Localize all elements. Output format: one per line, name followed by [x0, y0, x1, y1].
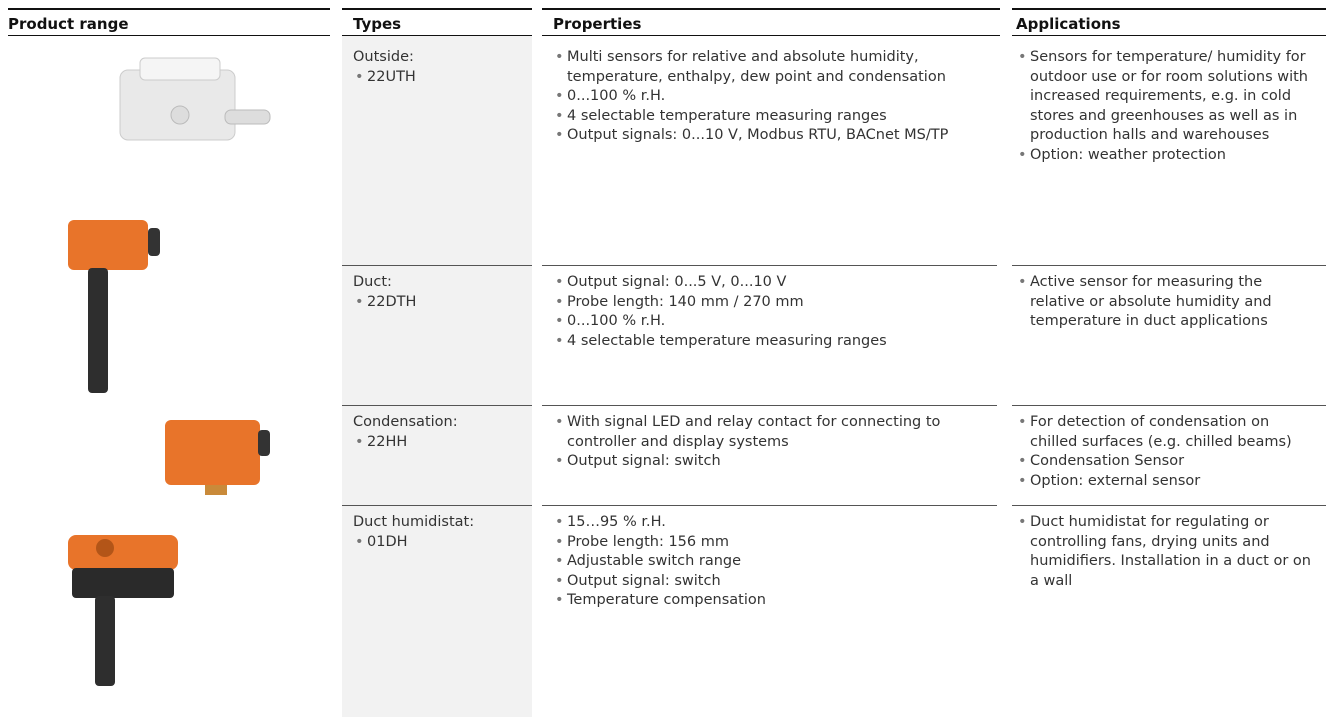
condensation-sensor-image	[165, 420, 270, 495]
property-item: Probe length: 156 mm	[553, 533, 993, 553]
property-item: Multi sensors for relative and absolute …	[553, 48, 993, 87]
column-header: Product range	[8, 15, 129, 33]
property-item: 0...100 % r.H.	[553, 312, 993, 332]
row-divider	[542, 505, 997, 506]
property-item: Probe length: 140 mm / 270 mm	[553, 293, 993, 313]
applications-cell: For detection of condensation on chilled…	[1016, 413, 1316, 491]
product-images	[68, 57, 271, 686]
type-label: Duct:	[353, 274, 392, 290]
properties-list: Multi sensors for relative and absolute …	[553, 48, 993, 146]
property-item: Temperature compensation	[553, 591, 993, 611]
header-rule	[542, 8, 1000, 10]
applications-list: Sensors for temperature/ humidity for ou…	[1016, 48, 1316, 165]
property-item: 15…95 % r.H.	[553, 513, 993, 533]
column-header: Properties	[553, 15, 642, 33]
header-rule	[8, 8, 330, 10]
type-list: 22HH	[353, 433, 528, 453]
header-underline	[8, 35, 330, 36]
types-background	[342, 36, 532, 717]
header-underline	[1012, 35, 1326, 36]
application-item: Active sensor for measuring the relative…	[1016, 273, 1316, 332]
property-item: 0...100 % r.H.	[553, 87, 993, 107]
applications-list: For detection of condensation on chilled…	[1016, 413, 1316, 491]
property-item: Output signal: switch	[553, 452, 993, 472]
type-code: 01DH	[353, 533, 528, 553]
application-item: Option: external sensor	[1016, 472, 1316, 492]
property-item: 4 selectable temperature measuring range…	[553, 332, 993, 352]
property-item: Adjustable switch range	[553, 552, 993, 572]
column-header: Applications	[1016, 15, 1121, 33]
row-divider	[342, 265, 532, 266]
type-list: 22UTH	[353, 68, 528, 88]
header-underline	[342, 35, 532, 36]
row-divider	[1012, 405, 1326, 406]
properties-list: 15…95 % r.H.Probe length: 156 mmAdjustab…	[553, 513, 993, 611]
applications-list: Duct humidistat for regulating or contro…	[1016, 513, 1316, 591]
duct-sensor-image	[68, 220, 160, 393]
row-divider	[542, 405, 997, 406]
property-item: 4 selectable temperature measuring range…	[553, 107, 993, 127]
application-item: Sensors for temperature/ humidity for ou…	[1016, 48, 1316, 146]
applications-cell: Sensors for temperature/ humidity for ou…	[1016, 48, 1316, 165]
properties-list: Output signal: 0...5 V, 0...10 VProbe le…	[553, 273, 993, 351]
outside-sensor-image	[119, 57, 271, 141]
property-item: Output signal: switch	[553, 572, 993, 592]
type-label: Outside:	[353, 49, 414, 65]
humidistat-image	[68, 535, 178, 686]
type-label: Duct humidistat:	[353, 514, 475, 530]
type-list: 22DTH	[353, 293, 528, 313]
properties-cell: 15…95 % r.H.Probe length: 156 mmAdjustab…	[553, 513, 993, 611]
properties-cell: Multi sensors for relative and absolute …	[553, 48, 993, 146]
row-divider	[1012, 505, 1326, 506]
type-code: 22HH	[353, 433, 528, 453]
applications-cell: Active sensor for measuring the relative…	[1016, 273, 1316, 332]
application-item: Condensation Sensor	[1016, 452, 1316, 472]
applications-list: Active sensor for measuring the relative…	[1016, 273, 1316, 332]
type-code: 22UTH	[353, 68, 528, 88]
properties-cell: With signal LED and relay contact for co…	[553, 413, 993, 472]
row-divider	[342, 505, 532, 506]
row-divider	[342, 405, 532, 406]
types-cell: Duct: 22DTH	[353, 273, 528, 312]
property-item: With signal LED and relay contact for co…	[553, 413, 993, 452]
application-item: Option: weather protection	[1016, 146, 1316, 166]
type-code: 22DTH	[353, 293, 528, 313]
property-item: Output signal: 0...5 V, 0...10 V	[553, 273, 993, 293]
application-item: Duct humidistat for regulating or contro…	[1016, 513, 1316, 591]
header-rule	[1012, 8, 1326, 10]
types-cell: Condensation: 22HH	[353, 413, 528, 452]
type-label: Condensation:	[353, 414, 458, 430]
header-underline	[542, 35, 1000, 36]
properties-list: With signal LED and relay contact for co…	[553, 413, 993, 472]
applications-cell: Duct humidistat for regulating or contro…	[1016, 513, 1316, 591]
application-item: For detection of condensation on chilled…	[1016, 413, 1316, 452]
row-divider	[542, 265, 997, 266]
properties-cell: Output signal: 0...5 V, 0...10 VProbe le…	[553, 273, 993, 351]
property-item: Output signals: 0...10 V, Modbus RTU, BA…	[553, 126, 993, 146]
column-header: Types	[353, 15, 402, 33]
header-rule	[342, 8, 532, 10]
type-list: 01DH	[353, 533, 528, 553]
row-divider	[1012, 265, 1326, 266]
types-cell: Duct humidistat: 01DH	[353, 513, 528, 552]
types-cell: Outside: 22UTH	[353, 48, 528, 87]
